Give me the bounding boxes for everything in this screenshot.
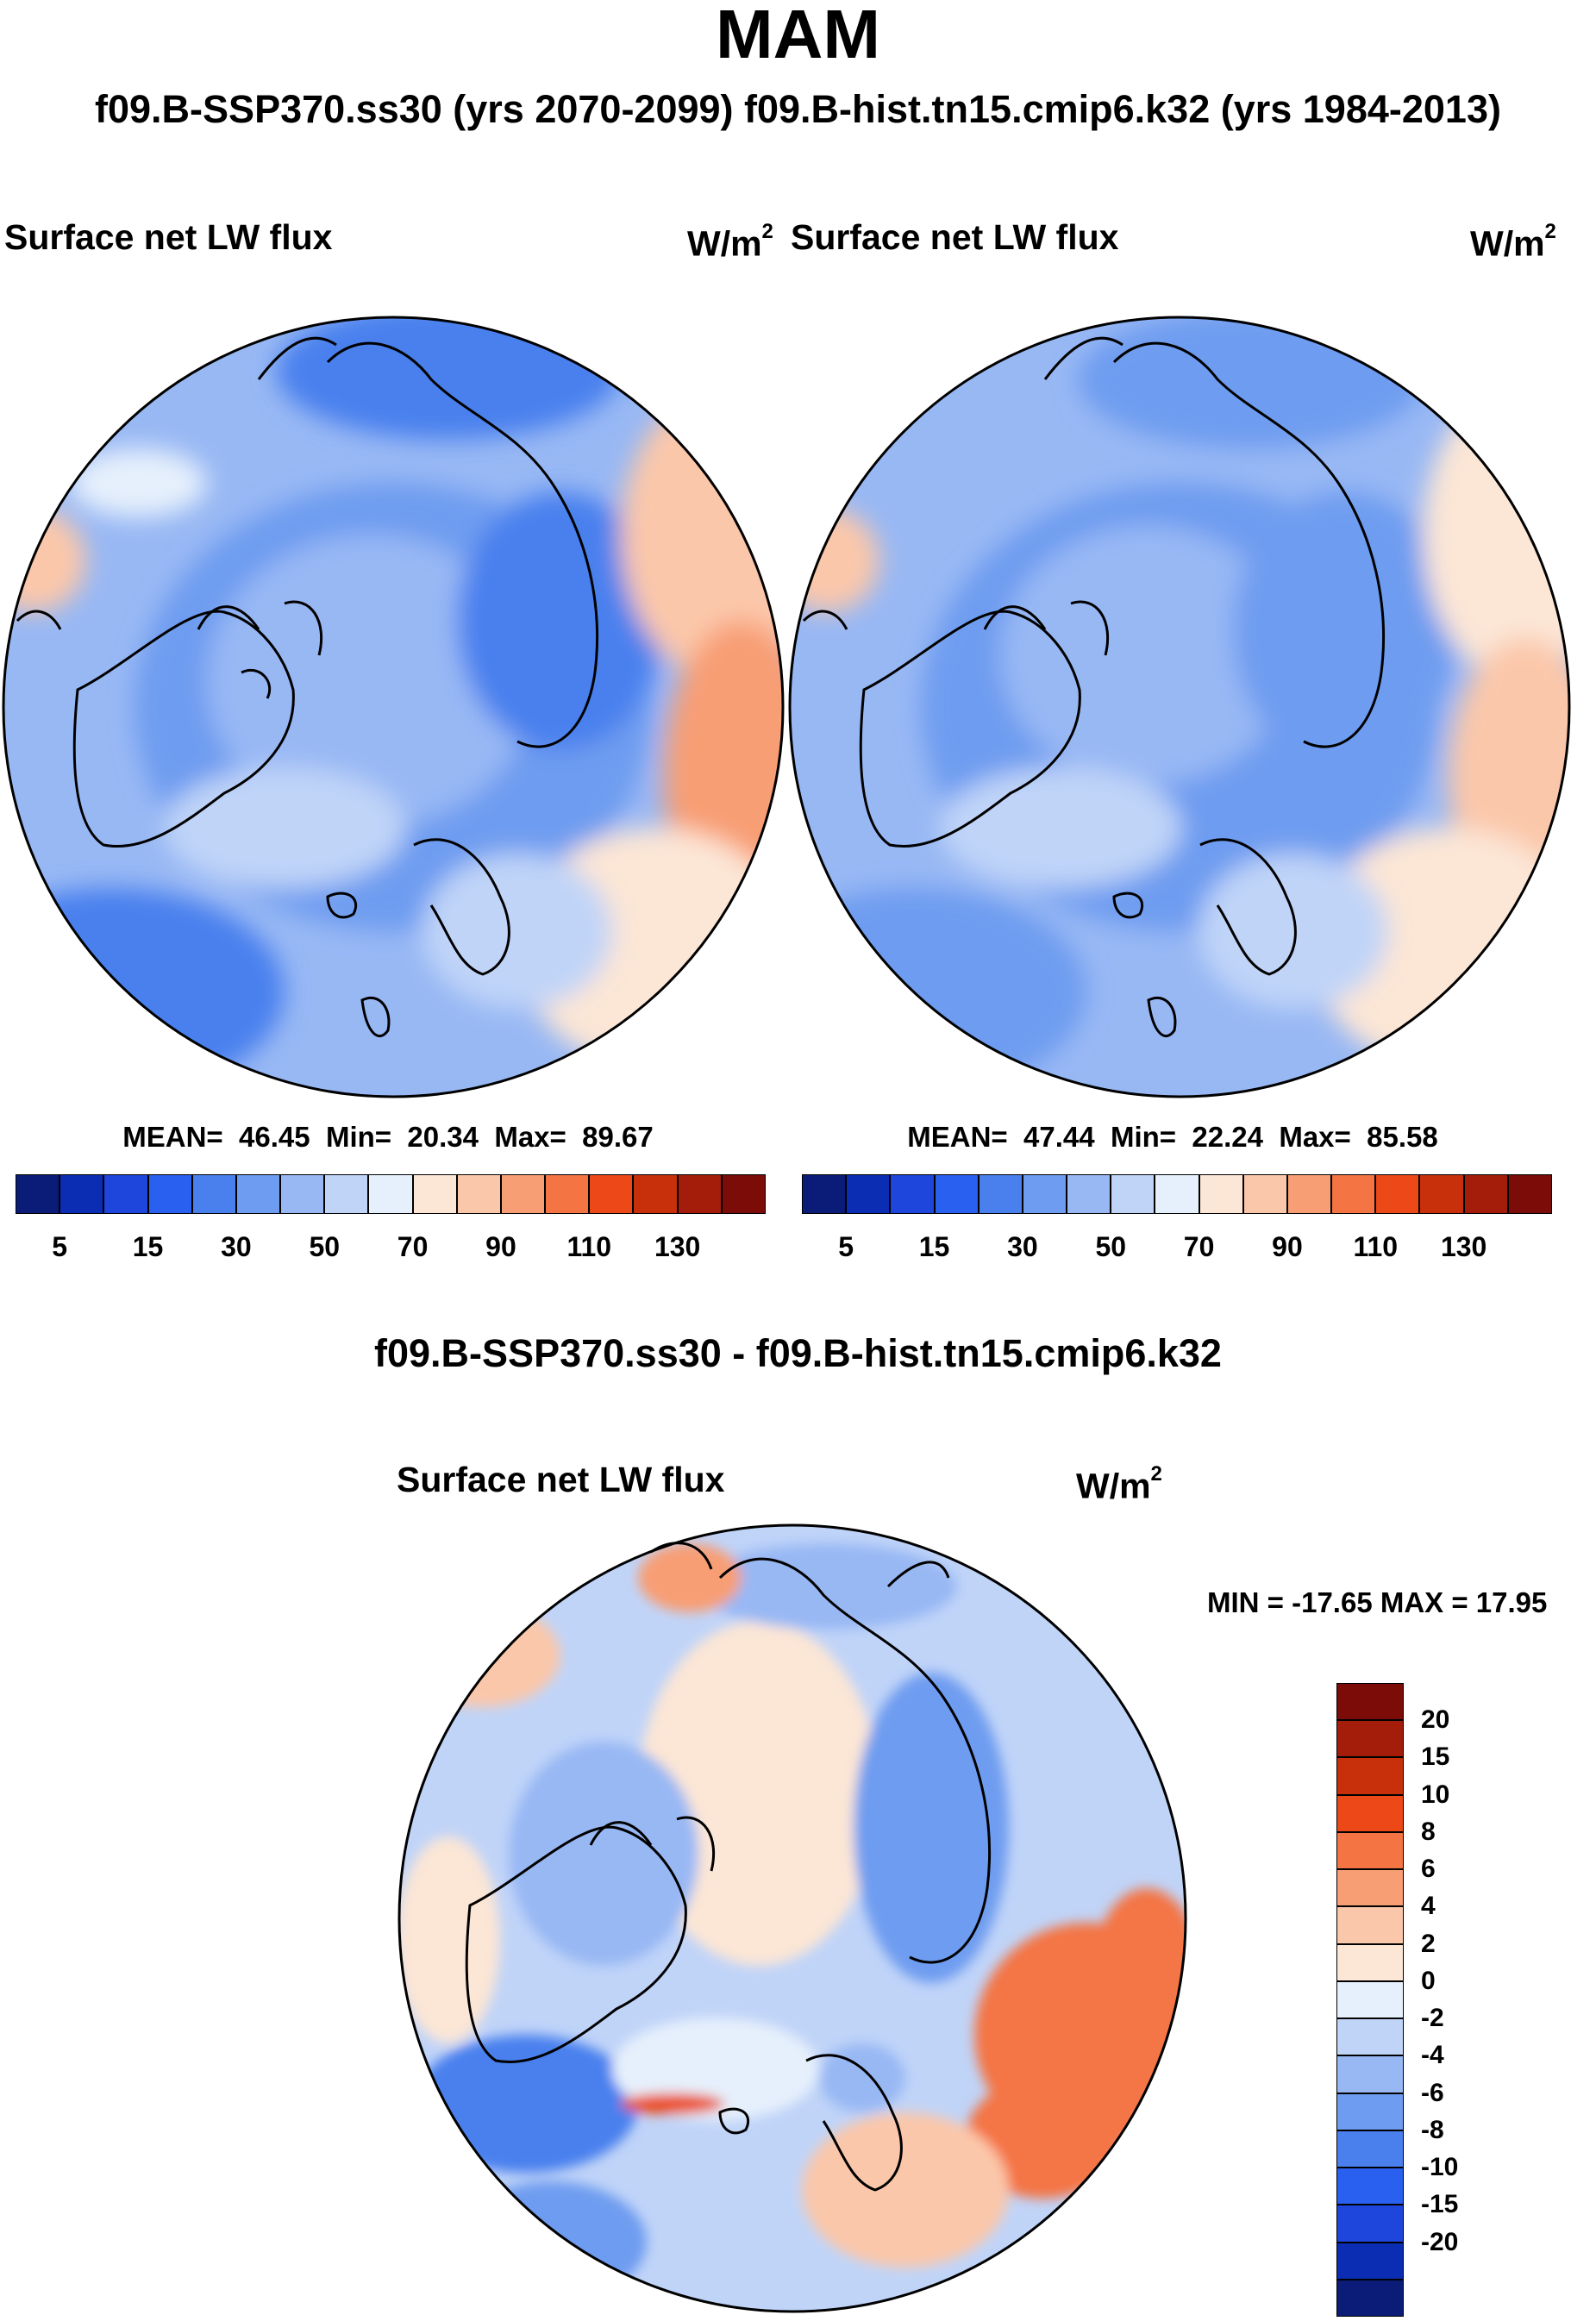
colorbar-swatch (191, 1174, 236, 1214)
colorbar-swatch (1336, 2242, 1404, 2280)
colorbar-tick-label: 30 (221, 1231, 252, 1262)
colorbar-swatch (235, 1174, 281, 1214)
colorbar-swatch (677, 1174, 722, 1214)
colorbar-swatch (1336, 1831, 1404, 1870)
colorbar-swatch (1336, 1794, 1404, 1832)
colorbar-swatch (589, 1174, 634, 1214)
colorbar-swatch (324, 1174, 369, 1214)
colorbar-swatch (1331, 1174, 1376, 1214)
colorbar-tick-label: 90 (485, 1231, 516, 1262)
colorbar-tick-label: 5 (52, 1231, 68, 1262)
right-panel-stats: MEAN= 47.44 Min= 22.24 Max= 85.58 (907, 1121, 1438, 1153)
left-panel-units: W/m2 (687, 220, 773, 264)
colorbar-swatch (280, 1174, 325, 1214)
colorbar-swatch (1336, 1906, 1404, 1944)
colorbar-tick-label: 110 (1353, 1231, 1399, 1262)
left-map (2, 316, 785, 1098)
right-colorbar-ticks: 5 15 30 50 70 90 110 130 (786, 1231, 1573, 1266)
colorbar-swatch (1336, 2168, 1404, 2205)
page-subtitle: f09.B-SSP370.ss30 (yrs 2070-2099) f09.B-… (95, 87, 1501, 131)
colorbar-swatch (633, 1174, 678, 1214)
difference-colorbar (1336, 1683, 1404, 2317)
page-title: MAM (715, 0, 881, 72)
colorbar-swatch (59, 1174, 104, 1214)
colorbar-tick-label: 50 (1095, 1231, 1127, 1262)
difference-map (397, 1523, 1187, 2313)
colorbar-swatch (1155, 1174, 1199, 1214)
colorbar-tick-label: 15 (918, 1231, 950, 1262)
right-panel-units: W/m2 (1470, 220, 1556, 264)
colorbar-swatch (1336, 2055, 1404, 2093)
colorbar-tick-label: 130 (1440, 1231, 1487, 1262)
colorbar-tick-label: 30 (1007, 1231, 1038, 1262)
difference-minmax: MIN = -17.65 MAX = 17.95 (1207, 1586, 1548, 1618)
left-colorbar-ticks: 5 15 30 50 70 90 110 130 (0, 1231, 786, 1266)
difference-title: f09.B-SSP370.ss30 - f09.B-hist.tn15.cmip… (374, 1331, 1222, 1375)
colorbar-swatch (1419, 1174, 1464, 1214)
colorbar-swatch (1336, 2205, 1404, 2243)
colorbar-tick-label: 50 (309, 1231, 341, 1262)
colorbar-tick-label: 5 (838, 1231, 854, 1262)
colorbar-tick-label: 110 (566, 1231, 612, 1262)
colorbar-swatch (721, 1174, 766, 1214)
colorbar-swatch (1336, 2018, 1404, 2056)
colorbar-swatch (147, 1174, 192, 1214)
colorbar-swatch (1286, 1174, 1332, 1214)
colorbar-tick-label: 130 (654, 1231, 701, 1262)
colorbar-swatch (16, 1174, 60, 1214)
colorbar-swatch (456, 1174, 501, 1214)
colorbar-swatch (1336, 1943, 1404, 1981)
colorbar-swatch (545, 1174, 590, 1214)
colorbar-tick-label: 15 (132, 1231, 164, 1262)
colorbar-swatch (1507, 1174, 1552, 1214)
colorbar-swatch (846, 1174, 891, 1214)
colorbar-swatch (934, 1174, 979, 1214)
colorbar-tick-label: 70 (397, 1231, 429, 1262)
colorbar-swatch (412, 1174, 457, 1214)
colorbar-swatch (1067, 1174, 1111, 1214)
colorbar-swatch (1336, 2093, 1404, 2130)
left-panel-stats: MEAN= 46.45 Min= 20.34 Max= 89.67 (122, 1121, 654, 1153)
colorbar-swatch (1242, 1174, 1287, 1214)
colorbar-tick-label: 90 (1272, 1231, 1303, 1262)
left-panel-field-label: Surface net LW flux (4, 217, 333, 257)
colorbar-swatch (368, 1174, 413, 1214)
colorbar-swatch (1199, 1174, 1243, 1214)
colorbar-swatch (802, 1174, 847, 1214)
colorbar-swatch (1336, 1869, 1404, 1907)
colorbar-swatch (978, 1174, 1023, 1214)
colorbar-swatch (1022, 1174, 1067, 1214)
difference-units: W/m2 (1076, 1462, 1162, 1506)
colorbar-swatch (1111, 1174, 1155, 1214)
colorbar-swatch (1336, 1720, 1404, 1758)
right-map (788, 316, 1571, 1098)
colorbar-swatch (500, 1174, 546, 1214)
colorbar-swatch (1336, 1683, 1404, 1721)
colorbar-tick-label: 70 (1183, 1231, 1215, 1262)
colorbar-swatch (1336, 1980, 1404, 2019)
colorbar-swatch (1336, 2130, 1404, 2168)
colorbar-swatch (890, 1174, 935, 1214)
right-colorbar (802, 1174, 1552, 1214)
colorbar-swatch (1375, 1174, 1420, 1214)
right-panel-field-label: Surface net LW flux (791, 217, 1119, 257)
colorbar-swatch (1463, 1174, 1508, 1214)
difference-field-label: Surface net LW flux (397, 1460, 725, 1499)
colorbar-swatch (103, 1174, 148, 1214)
colorbar-swatch (1336, 2279, 1404, 2317)
colorbar-swatch (1336, 1757, 1404, 1795)
left-colorbar (16, 1174, 766, 1214)
